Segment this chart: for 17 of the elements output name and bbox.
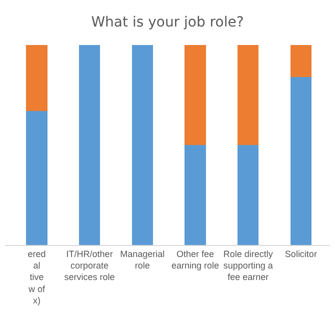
bar (26, 45, 48, 111)
bar (132, 45, 153, 245)
bar (238, 45, 259, 145)
bar (78, 45, 100, 245)
x-tick-label: IT/HR/other corporate services role (64, 248, 115, 282)
chart-title: What is your job role? (91, 14, 244, 30)
bar (290, 45, 312, 77)
x-tick-label: Solicitor (284, 248, 317, 259)
bar (26, 111, 48, 245)
x-tick-label: Managerial role (120, 248, 165, 270)
bar (184, 45, 206, 145)
bar (238, 145, 259, 245)
x-tick-label: Role directly supporting a fee earner (223, 248, 274, 282)
x-tick-label: ered al tive w of x) (27, 248, 46, 306)
bar (184, 145, 206, 245)
bar (290, 77, 312, 245)
x-tick-label: Other fee earning role (171, 248, 220, 270)
